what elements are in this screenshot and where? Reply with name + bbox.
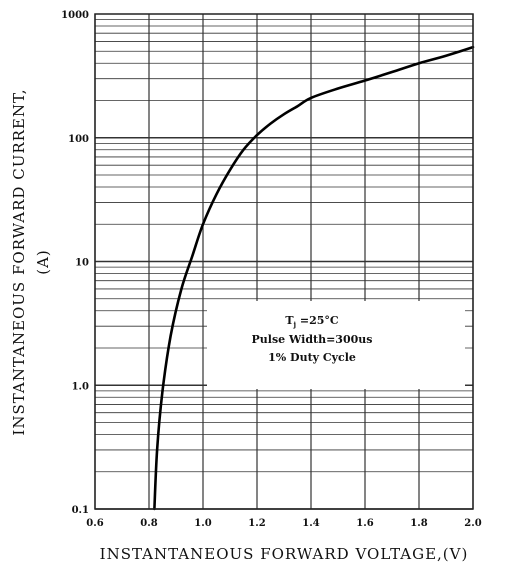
annotation-box: Tj =25°C Pulse Width=300us 1% Duty Cycle [207,301,465,389]
y-axis-unit: (A) [34,249,52,275]
x-tick-label: 1.0 [194,518,211,529]
y-tick-label: 10 [75,258,89,269]
forward-current-curve [153,45,475,511]
x-tick-label: 1.2 [248,518,265,529]
y-tick-label: 1000 [61,10,89,21]
curve [153,45,475,511]
annotation-pulse-width: Pulse Width=300us [252,333,373,346]
y-tick-labels: 0.1 1.0 10 100 1000 [61,10,89,516]
x-tick-label: 1.8 [410,518,427,529]
x-tick-label: 0.8 [140,518,157,529]
y-tick-label: 1.0 [72,381,89,392]
x-axis-title: INSTANTANEOUS FORWARD VOLTAGE,(V) [100,545,469,563]
annotation-background [207,301,465,389]
x-tick-label: 1.4 [302,518,319,529]
x-tick-label: 1.6 [356,518,373,529]
y-tick-label: 100 [68,134,89,145]
y-tick-label: 0.1 [72,505,89,516]
annotation-duty-cycle: 1% Duty Cycle [268,351,356,364]
annotation-temperature: Tj =25°C [285,314,339,329]
plot-frame [94,13,474,510]
x-tick-label: 2.0 [464,518,481,529]
x-tick-labels: 0.6 0.8 1.0 1.2 1.4 1.6 1.8 2.0 [86,518,481,529]
x-tick-label: 0.6 [86,518,103,529]
y-axis-title: INSTANTANEOUS FORWARD CURRENT, [10,88,28,435]
